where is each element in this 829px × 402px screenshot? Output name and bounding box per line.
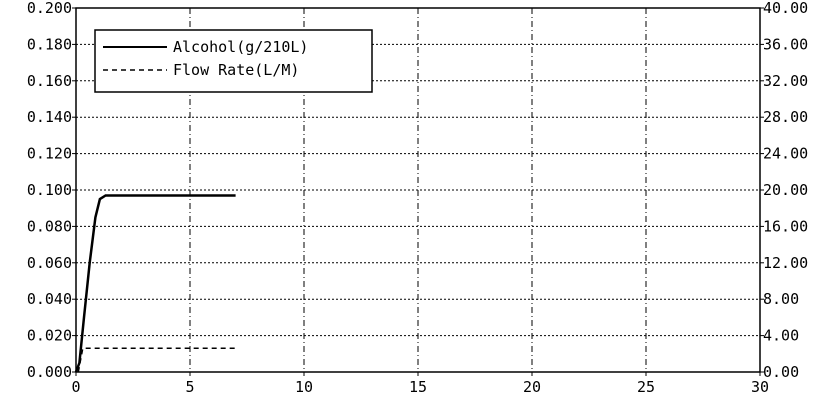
- x-tick-label: 0: [71, 378, 80, 396]
- x-tick-label: 15: [409, 378, 427, 396]
- legend-label-flow-rate: Flow Rate(L/M): [173, 61, 299, 79]
- y-left-tick-label: 0.200: [27, 0, 72, 17]
- y-left-tick-label: 0.180: [27, 35, 72, 53]
- y-left-tick-label: 0.020: [27, 327, 72, 345]
- y-left-tick-label: 0.080: [27, 217, 72, 235]
- legend-box: [94, 29, 373, 93]
- y-left-tick-label: 0.040: [27, 290, 72, 308]
- x-tick-labels: 0 5 10 15 20 25 30: [71, 378, 769, 396]
- x-tick-label: 5: [185, 378, 194, 396]
- y-right-tick-label: 24.00: [763, 145, 808, 163]
- y-left-tick-label: 0.140: [27, 108, 72, 126]
- y-right-tick-label: 12.00: [763, 254, 808, 272]
- y-left-tick-label: 0.060: [27, 254, 72, 272]
- y-right-tick-label: 36.00: [763, 35, 808, 53]
- plot-frame: [75, 7, 761, 373]
- y-right-tick-label: 28.00: [763, 108, 808, 126]
- series-line-alcohol: [74, 194, 236, 373]
- grid: [72, 7, 764, 376]
- y-left-tick-label: 0.000: [27, 363, 72, 381]
- legend-label-alcohol: Alcohol(g/210L): [173, 38, 308, 56]
- y-right-tick-label: 40.00: [763, 0, 808, 17]
- y-right-tick-label: 0.00: [763, 363, 799, 381]
- y-right-tick-label: 8.00: [763, 290, 799, 308]
- y-left-tick-label: 0.160: [27, 72, 72, 90]
- x-tick-label: 10: [295, 378, 313, 396]
- y-right-tick-labels: 0.00 4.00 8.00 12.00 16.00 20.00 24.00 28.00 32.…: [763, 0, 808, 381]
- series-layer: [74, 194, 236, 373]
- y-left-tick-label: 0.100: [27, 181, 72, 199]
- y-right-tick-label: 20.00: [763, 181, 808, 199]
- y-right-tick-label: 16.00: [763, 217, 808, 235]
- y-right-tick-label: 32.00: [763, 72, 808, 90]
- x-tick-label: 20: [523, 378, 541, 396]
- y-right-tick-label: 4.00: [763, 327, 799, 345]
- series-line-flow-rate: [77, 347, 236, 373]
- legend: Alcohol(g/210L) Flow Rate(L/M): [94, 29, 373, 93]
- y-left-tick-labels: 0.000 0.020 0.040 0.060 0.080 0.100 0.120 0.140…: [27, 0, 72, 381]
- x-tick-label: 25: [637, 378, 655, 396]
- y-left-tick-label: 0.120: [27, 145, 72, 163]
- x-tick-label: 30: [751, 378, 769, 396]
